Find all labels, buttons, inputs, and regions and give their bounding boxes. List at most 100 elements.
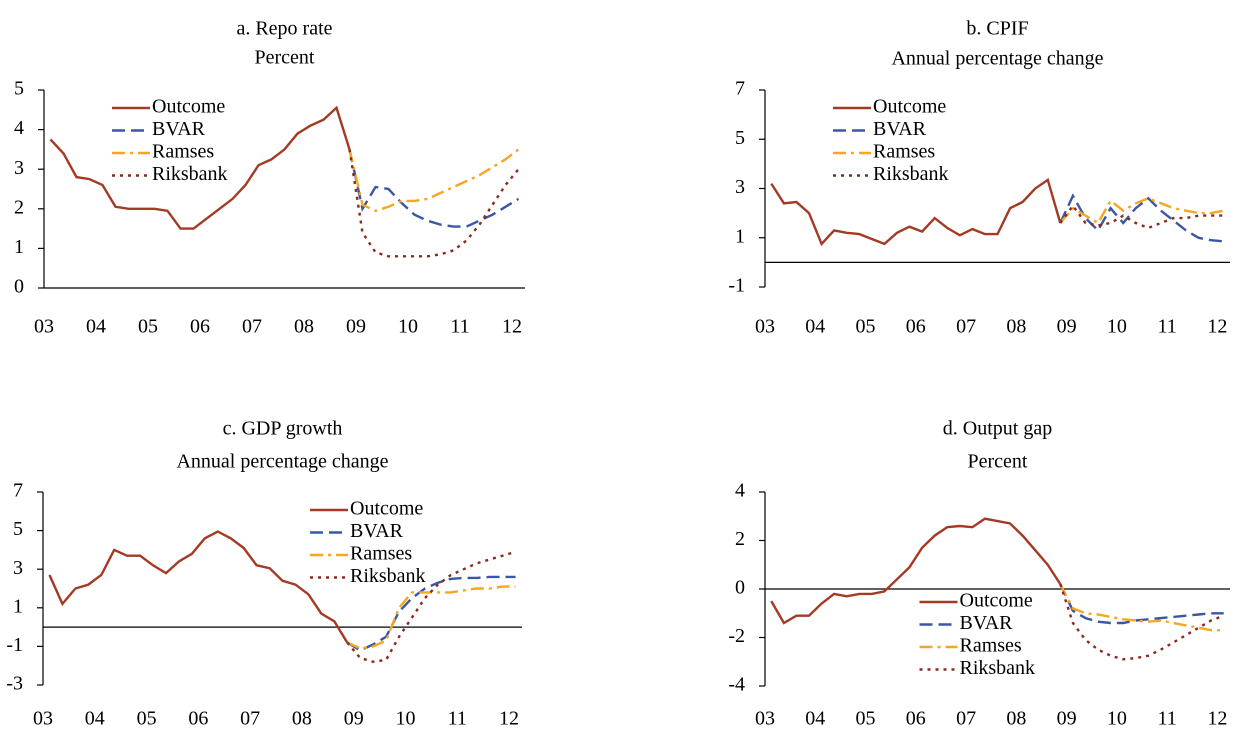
legend-label: Outcome [152, 96, 225, 118]
chart-subtitle: Percent [255, 47, 315, 69]
chart-title: d. Output gap [943, 418, 1052, 440]
series-line [770, 517, 1062, 625]
legend-label: Ramses [350, 543, 412, 565]
legend-label: Riksbank [960, 657, 1036, 679]
legend-label: Riksbank [873, 163, 949, 185]
x-tick-label: 07 [956, 708, 976, 730]
y-tick-label: 5 [14, 78, 24, 100]
x-tick-label: 09 [1057, 708, 1077, 730]
y-tick-label: 1 [13, 595, 23, 617]
chart-subtitle: Annual percentage change [176, 451, 388, 473]
y-tick-label: 1 [735, 225, 745, 247]
x-tick-label: 11 [448, 708, 467, 730]
series-line [48, 530, 349, 644]
x-tick-label: 10 [395, 708, 415, 730]
y-tick-label: 5 [735, 127, 745, 149]
y-tick-label: 0 [14, 276, 24, 298]
x-tick-label: 07 [242, 316, 262, 338]
x-tick-label: 08 [1006, 708, 1026, 730]
series-line [346, 550, 516, 664]
x-tick-label: 04 [805, 708, 825, 730]
legend-label: Outcome [960, 590, 1033, 612]
legend-label: Riksbank [350, 565, 426, 587]
x-tick-label: 03 [34, 316, 54, 338]
y-tick-label: 3 [14, 157, 24, 179]
y-tick-label: 0 [735, 577, 745, 599]
x-tick-label: 06 [906, 708, 926, 730]
legend-label: BVAR [960, 612, 1014, 634]
x-tick-label: 07 [956, 316, 976, 338]
x-tick-label: 12 [1207, 708, 1227, 730]
x-tick-label: 05 [856, 316, 876, 338]
y-tick-label: 4 [735, 480, 745, 502]
x-tick-label: 11 [450, 316, 469, 338]
series-line [1059, 583, 1224, 632]
series-line [346, 585, 516, 650]
series-line [348, 149, 520, 258]
x-tick-label: 08 [1006, 316, 1026, 338]
y-tick-label: 1 [14, 236, 24, 258]
y-tick-label: -2 [728, 625, 745, 647]
x-tick-label: 07 [240, 708, 260, 730]
legend-label: BVAR [873, 118, 927, 140]
x-tick-label: 10 [1107, 316, 1127, 338]
y-tick-label: -3 [6, 673, 23, 695]
x-tick-label: 03 [755, 316, 775, 338]
x-tick-label: 11 [1158, 316, 1177, 338]
x-tick-label: 05 [138, 316, 158, 338]
legend-label: Ramses [960, 635, 1022, 657]
x-tick-label: 09 [344, 708, 364, 730]
series-line [348, 149, 520, 228]
y-tick-label: -1 [6, 634, 23, 656]
legend-label: Riksbank [152, 163, 228, 185]
x-tick-label: 12 [1207, 316, 1227, 338]
x-tick-label: 06 [190, 316, 210, 338]
x-tick-label: 04 [85, 708, 105, 730]
x-tick-label: 12 [502, 316, 522, 338]
series-line [1059, 203, 1224, 230]
x-tick-label: 11 [1158, 708, 1177, 730]
legend-label: Ramses [873, 141, 935, 163]
x-tick-label: 06 [906, 316, 926, 338]
y-tick-label: 4 [14, 117, 24, 139]
y-tick-label: 7 [735, 78, 745, 100]
legend-label: Outcome [873, 96, 946, 118]
x-tick-label: 10 [398, 316, 418, 338]
x-tick-label: 09 [346, 316, 366, 338]
legend-label: BVAR [350, 520, 404, 542]
x-tick-label: 03 [33, 708, 53, 730]
y-tick-label: 2 [14, 196, 24, 218]
legend-label: Ramses [152, 141, 214, 163]
x-tick-label: 09 [1057, 316, 1077, 338]
series-line [346, 575, 516, 652]
chart-title: c. GDP growth [223, 418, 343, 440]
series-line [1059, 193, 1224, 243]
y-tick-label: -1 [728, 275, 745, 297]
chart-subtitle: Percent [968, 451, 1028, 473]
y-tick-label: 2 [735, 528, 745, 550]
chart-title: a. Repo rate [236, 18, 332, 40]
series-line [49, 105, 351, 230]
x-tick-label: 06 [188, 708, 208, 730]
y-tick-label: -4 [728, 674, 745, 696]
y-tick-label: 3 [13, 557, 23, 579]
x-tick-label: 10 [1107, 708, 1127, 730]
x-tick-label: 04 [86, 316, 106, 338]
series-line [1059, 583, 1224, 625]
x-tick-label: 05 [856, 708, 876, 730]
x-tick-label: 03 [755, 708, 775, 730]
x-tick-label: 08 [292, 708, 312, 730]
series-line [770, 177, 1062, 247]
chart-title: b. CPIF [966, 18, 1028, 40]
y-tick-label: 5 [13, 518, 23, 540]
series-line [348, 148, 520, 213]
x-tick-label: 12 [499, 708, 519, 730]
y-tick-label: 3 [735, 176, 745, 198]
y-tick-label: 7 [13, 480, 23, 502]
x-tick-label: 05 [137, 708, 157, 730]
chart-subtitle: Annual percentage change [891, 48, 1103, 70]
legend-label: BVAR [152, 118, 206, 140]
x-tick-label: 04 [805, 316, 825, 338]
